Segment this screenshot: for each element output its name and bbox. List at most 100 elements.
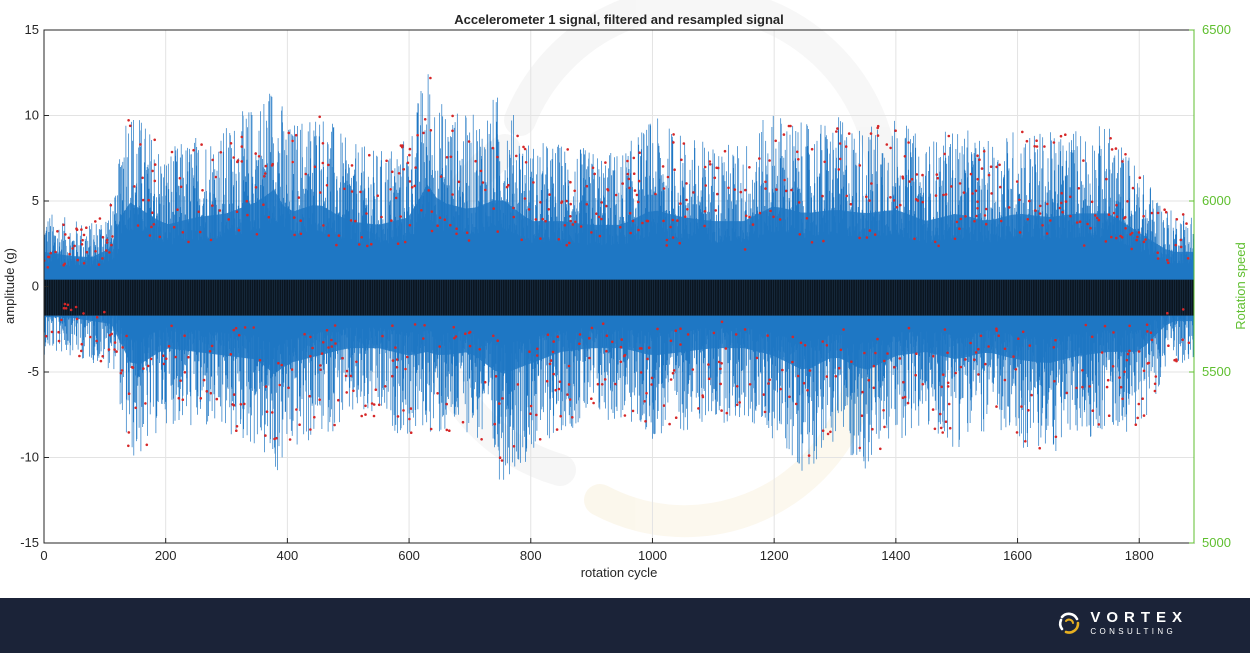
peak-point xyxy=(569,180,572,184)
peak-point xyxy=(703,165,707,169)
peak-point xyxy=(455,227,458,230)
x-tick-label: 1200 xyxy=(760,548,789,563)
peak-point xyxy=(240,160,244,163)
peak-point xyxy=(1154,375,1158,378)
peak-point xyxy=(735,385,739,388)
peak-point xyxy=(837,168,841,171)
peak-point xyxy=(995,405,998,408)
peak-point xyxy=(257,155,261,158)
peak-point xyxy=(638,151,641,154)
peak-point xyxy=(1061,210,1064,214)
peak-point xyxy=(380,215,383,219)
peak-point xyxy=(99,359,103,363)
peak-point xyxy=(549,359,553,362)
peak-point xyxy=(769,209,772,213)
peak-point xyxy=(744,188,747,192)
peak-point xyxy=(232,328,236,332)
peak-point xyxy=(739,190,743,194)
x-tick-label: 800 xyxy=(520,548,542,563)
peak-point xyxy=(402,409,405,412)
peak-point xyxy=(545,379,549,383)
peak-point xyxy=(439,175,443,178)
peak-point xyxy=(1075,386,1078,390)
peak-point xyxy=(946,351,949,355)
peak-point xyxy=(524,161,528,164)
peak-point xyxy=(396,242,400,245)
y-tick-label: -10 xyxy=(20,450,39,465)
peak-point xyxy=(590,397,593,401)
peak-point xyxy=(882,409,885,412)
peak-point xyxy=(359,190,362,194)
peak-point xyxy=(893,365,896,369)
peak-point xyxy=(183,334,186,338)
peak-point xyxy=(548,362,552,366)
peak-point xyxy=(164,357,168,361)
peak-point xyxy=(704,184,707,187)
peak-point xyxy=(849,202,853,206)
peak-point xyxy=(162,362,166,366)
peak-point xyxy=(1131,186,1135,190)
peak-point xyxy=(946,381,950,385)
peak-point xyxy=(512,206,515,210)
peak-point xyxy=(478,348,482,351)
peak-point xyxy=(113,348,116,351)
peak-point xyxy=(889,146,892,150)
peak-point xyxy=(775,188,778,191)
peak-point xyxy=(1075,221,1079,224)
peak-point xyxy=(142,367,145,370)
peak-point xyxy=(552,372,555,376)
peak-point xyxy=(78,354,81,358)
peak-point xyxy=(496,155,499,159)
peak-point xyxy=(1090,335,1094,339)
peak-point xyxy=(436,224,439,227)
peak-point xyxy=(1156,257,1160,260)
peak-point xyxy=(666,175,670,179)
peak-point xyxy=(1175,218,1179,221)
peak-point xyxy=(932,354,935,358)
peak-point xyxy=(692,191,695,194)
peak-point xyxy=(464,332,467,336)
peak-point xyxy=(784,189,788,193)
peak-point xyxy=(1064,133,1067,136)
peak-point xyxy=(457,180,461,184)
peak-point xyxy=(748,166,751,169)
peak-point xyxy=(758,157,761,160)
peak-point xyxy=(782,133,786,136)
peak-point xyxy=(1115,215,1119,218)
peak-point xyxy=(868,199,871,202)
peak-point xyxy=(941,431,944,434)
peak-point xyxy=(600,217,603,221)
peak-point xyxy=(199,397,203,400)
x-tick-label: 1400 xyxy=(881,548,910,563)
peak-point xyxy=(685,198,688,202)
peak-point xyxy=(797,158,800,161)
y-tick-label: 10 xyxy=(25,108,39,123)
peak-point xyxy=(271,411,274,414)
peak-point xyxy=(402,168,406,171)
peak-point xyxy=(1115,236,1118,240)
peak-point xyxy=(995,165,998,169)
peak-point xyxy=(672,141,675,144)
peak-point xyxy=(397,172,401,175)
peak-point xyxy=(1137,350,1141,353)
peak-point xyxy=(868,229,872,232)
peak-point xyxy=(962,191,966,194)
peak-point xyxy=(974,189,978,193)
peak-point xyxy=(333,324,337,327)
peak-point xyxy=(936,176,939,180)
peak-point xyxy=(498,402,501,405)
peak-point xyxy=(629,231,632,235)
peak-point xyxy=(1130,247,1133,251)
peak-point xyxy=(1025,139,1029,143)
peak-point xyxy=(60,318,63,322)
peak-point xyxy=(449,223,452,227)
peak-point xyxy=(559,414,562,418)
peak-point xyxy=(408,180,412,183)
peak-point xyxy=(738,401,741,404)
peak-point xyxy=(1156,251,1159,254)
peak-point xyxy=(327,163,330,167)
peak-point xyxy=(330,345,334,348)
peak-point xyxy=(492,207,496,210)
peak-point xyxy=(995,327,998,331)
peak-point xyxy=(231,403,234,406)
